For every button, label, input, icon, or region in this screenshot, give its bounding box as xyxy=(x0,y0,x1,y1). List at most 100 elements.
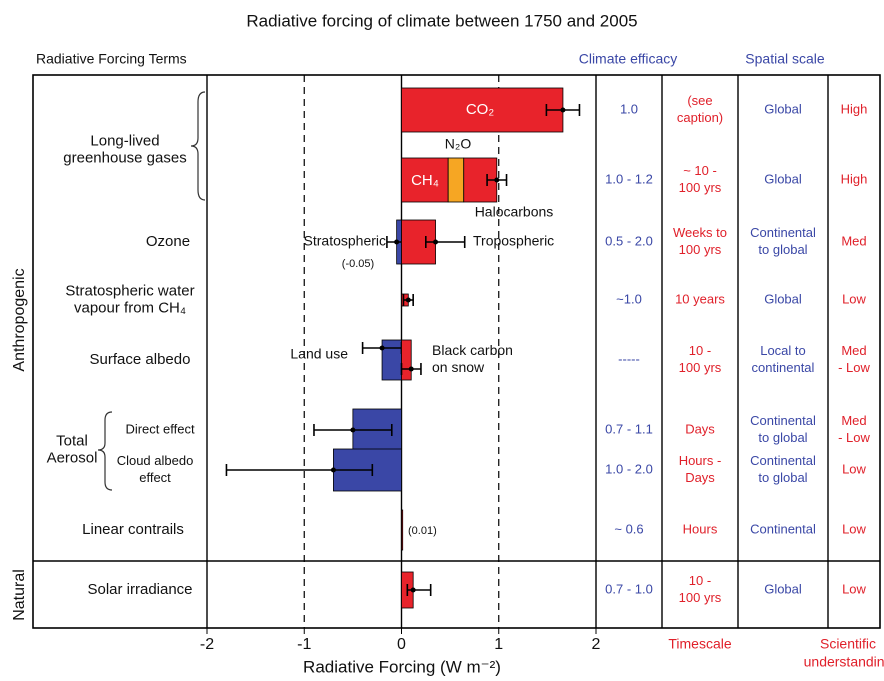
bar xyxy=(401,509,404,551)
header: Climate efficacy xyxy=(579,51,678,67)
header: Spatial scale xyxy=(745,51,825,67)
timescale: Hours - xyxy=(679,453,722,468)
bar-label: Black carbon xyxy=(432,342,513,358)
spatial-scale: Global xyxy=(764,171,802,186)
x-tick-label: -2 xyxy=(200,636,214,653)
error-center xyxy=(350,427,356,433)
timescale: 100 yrs xyxy=(679,590,722,605)
group-label: Total xyxy=(56,432,88,449)
efficacy: 1.0 - 2.0 xyxy=(605,461,653,476)
footer-label: Scientific xyxy=(820,636,876,652)
timescale: 100 yrs xyxy=(679,242,722,257)
term-label: Stratospheric water xyxy=(65,282,194,299)
group-label: Long-lived xyxy=(90,132,159,149)
understanding: Low xyxy=(842,521,866,536)
term-label: Ozone xyxy=(146,233,190,250)
term-label: Linear contrails xyxy=(82,521,184,538)
understanding: Med xyxy=(841,413,866,428)
bar-label: N₂O xyxy=(445,136,472,152)
efficacy: ~1.0 xyxy=(616,291,642,306)
understanding: Med xyxy=(841,343,866,358)
bar xyxy=(401,157,449,203)
bar xyxy=(381,339,402,381)
term-label: Cloud albedo xyxy=(117,453,194,468)
footer-label: understanding xyxy=(804,654,884,670)
value-label: (-0.05) xyxy=(342,258,374,270)
section-label: Anthropogenic xyxy=(11,268,28,371)
term-label: vapour from CH₄ xyxy=(74,299,186,316)
spatial-scale: to global xyxy=(758,242,807,257)
understanding: High xyxy=(841,171,868,186)
efficacy: ~ 0.6 xyxy=(614,521,643,536)
error-center xyxy=(330,467,336,473)
spatial-scale: Continental xyxy=(750,453,816,468)
timescale: 10 years xyxy=(675,291,725,306)
timescale: ~ 10 - xyxy=(683,163,717,178)
bar-label: Stratospheric xyxy=(304,233,386,249)
frame xyxy=(32,74,881,629)
spatial-scale: Global xyxy=(764,291,802,306)
section-label: Natural xyxy=(11,569,28,621)
spatial-scale: Local to xyxy=(760,343,806,358)
spatial-scale: Continental xyxy=(750,521,816,536)
timescale: (see xyxy=(687,93,712,108)
chart-title: Radiative forcing of climate between 175… xyxy=(246,11,637,30)
efficacy: 1.0 xyxy=(620,101,638,116)
efficacy: 0.7 - 1.1 xyxy=(605,421,653,436)
understanding: - Low xyxy=(838,360,870,375)
error-center xyxy=(379,345,385,351)
understanding: Med xyxy=(841,233,866,248)
error-center xyxy=(408,366,414,372)
timescale: 100 yrs xyxy=(679,360,722,375)
understanding: Low xyxy=(842,581,866,596)
bar xyxy=(447,157,465,203)
error-center xyxy=(394,239,400,245)
bar-label: CH₄ xyxy=(411,172,439,189)
spatial-scale: continental xyxy=(752,360,815,375)
efficacy: ----- xyxy=(618,351,640,366)
term-label: Direct effect xyxy=(125,421,195,436)
bar xyxy=(401,339,412,381)
group-label: greenhouse gases xyxy=(63,149,186,166)
x-tick-label: 2 xyxy=(592,636,601,653)
error-center xyxy=(405,297,411,303)
group-label: Aerosol xyxy=(47,449,98,466)
timescale: Days xyxy=(685,470,715,485)
bar-label: Tropospheric xyxy=(473,233,554,249)
timescale: Days xyxy=(685,421,715,436)
efficacy: 0.5 - 2.0 xyxy=(605,233,653,248)
x-tick-label: 1 xyxy=(494,636,503,653)
bar-label: Halocarbons xyxy=(475,204,554,220)
term-label: Surface albedo xyxy=(90,351,191,368)
error-center xyxy=(410,587,416,593)
header: Radiative Forcing Terms xyxy=(36,51,187,67)
understanding: Low xyxy=(842,291,866,306)
spatial-scale: to global xyxy=(758,470,807,485)
spatial-scale: Global xyxy=(764,101,802,116)
spatial-scale: to global xyxy=(758,430,807,445)
bar-label: Land use xyxy=(290,346,348,362)
timescale: 100 yrs xyxy=(679,180,722,195)
efficacy: 0.7 - 1.0 xyxy=(605,581,653,596)
footer-label: Timescale xyxy=(668,636,731,652)
understanding: Low xyxy=(842,461,866,476)
x-axis-label: Radiative Forcing (W m⁻²) xyxy=(303,657,501,676)
error-center xyxy=(433,239,439,245)
error-center xyxy=(494,177,500,183)
timescale: Weeks to xyxy=(673,225,727,240)
bar-label: CO₂ xyxy=(466,101,495,118)
spatial-scale: Continental xyxy=(750,413,816,428)
spatial-scale: Global xyxy=(764,581,802,596)
term-label: Solar irradiance xyxy=(87,581,192,598)
spatial-scale: Continental xyxy=(750,225,816,240)
value-label: (0.01) xyxy=(408,525,437,537)
efficacy: 1.0 - 1.2 xyxy=(605,171,653,186)
timescale: caption) xyxy=(677,110,723,125)
timescale: 10 - xyxy=(689,573,711,588)
timescale: 10 - xyxy=(689,343,711,358)
bar-label: on snow xyxy=(432,359,485,375)
understanding: High xyxy=(841,101,868,116)
timescale: Hours xyxy=(683,521,718,536)
